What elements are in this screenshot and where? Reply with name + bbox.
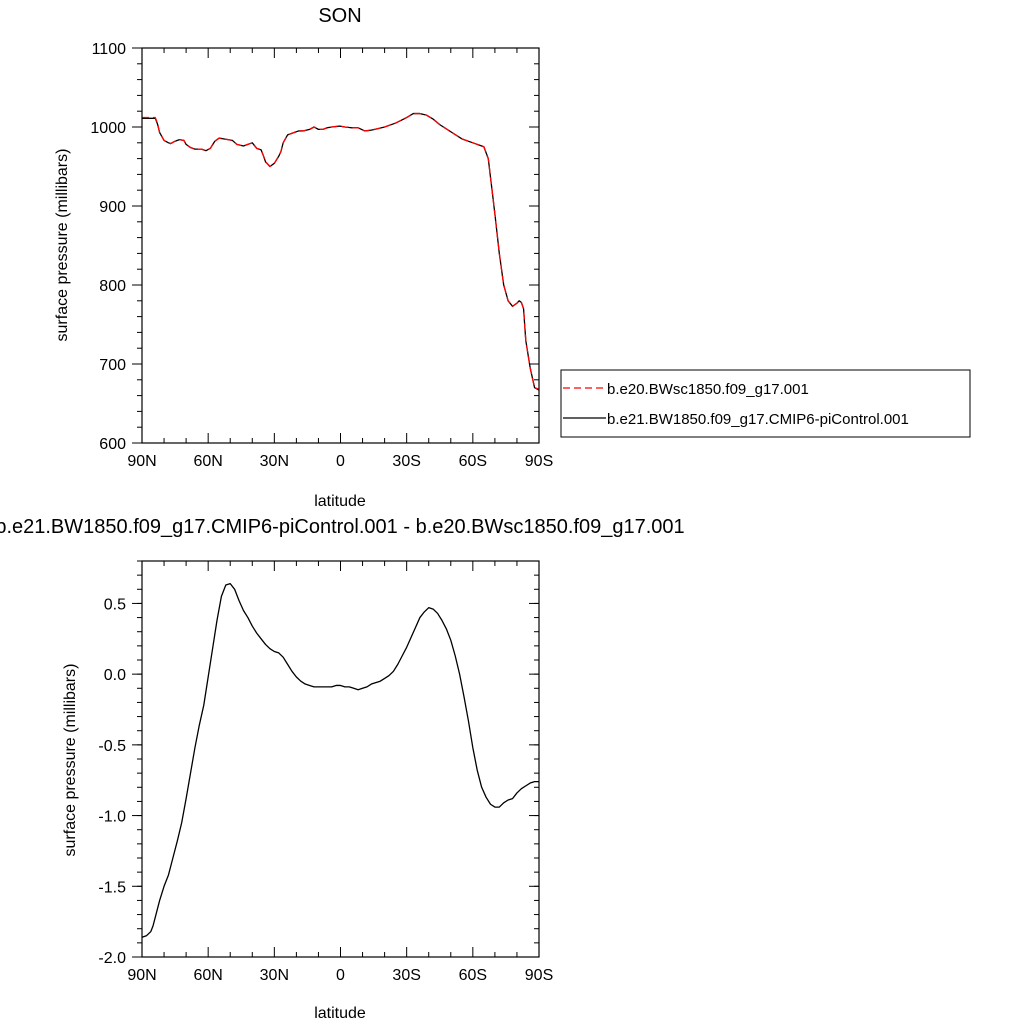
bottom-x-tick-label: 90S — [525, 967, 553, 984]
top-y-tick-label: 800 — [99, 278, 126, 295]
top-series-line-2 — [142, 112, 540, 391]
bottom-y-tick-label: -1.5 — [98, 879, 126, 896]
bottom-series-lines — [141, 582, 539, 938]
bottom-plot-frame — [141, 560, 540, 958]
top-x-axis-label: latitude — [314, 493, 366, 510]
top-x-tick-label: 90S — [525, 453, 553, 470]
top-y-tick-label: 700 — [99, 357, 126, 374]
bottom-y-tick-label: 0.5 — [104, 596, 126, 613]
top-y-tick-label: 1000 — [90, 120, 126, 137]
legend-box — [560, 369, 971, 438]
bottom-x-tick-label: 60N — [193, 967, 222, 984]
legend-label-series2: b.e21.BW1850.f09_g17.CMIP6-piControl.001 — [607, 411, 909, 428]
bottom-panel: b.e21.BW1850.f09_g17.CMIP6-piControl.001… — [0, 516, 685, 1022]
top-axis-ticks — [132, 47, 540, 444]
top-panel: SON latitude surface pressure (millibars… — [54, 5, 971, 510]
top-tick-labels: 90N 60N 30N 0 30S 60S 90S 600 700 800 900 1000 1100 — [90, 41, 553, 470]
bottom-x-tick-label: 90N — [127, 967, 156, 984]
bottom-y-tick-label: -0.5 — [98, 738, 126, 755]
bottom-x-tick-label: 0 — [336, 967, 345, 984]
top-y-tick-label: 1100 — [92, 41, 127, 58]
top-y-tick-label: 600 — [99, 436, 126, 453]
legend-label-series1: b.e20.BWsc1850.f09_g17.001 — [607, 381, 809, 398]
bottom-axis-ticks — [132, 560, 540, 958]
bottom-x-tick-label: 60S — [459, 967, 487, 984]
bottom-series-line-1 — [141, 582, 539, 938]
top-plot-frame — [141, 47, 540, 444]
top-x-tick-label: 30N — [260, 453, 289, 470]
top-chart-title: SON — [318, 5, 361, 27]
top-y-tick-label: 900 — [99, 199, 126, 216]
bottom-x-tick-label: 30S — [392, 967, 420, 984]
bottom-y-axis-label: surface pressure (millibars) — [62, 664, 79, 857]
bottom-tick-labels: 90N 60N 30N 0 30S 60S 90S -2.0 -1.5 -1.0 -0.5 0.0 0.… — [98, 596, 553, 984]
bottom-x-tick-label: 30N — [260, 967, 289, 984]
top-x-tick-label: 0 — [336, 453, 345, 470]
bottom-x-axis-label: latitude — [314, 1005, 366, 1022]
top-series-lines — [142, 112, 540, 391]
bottom-y-tick-label: -1.0 — [98, 809, 126, 826]
bottom-y-tick-label: -2.0 — [98, 950, 126, 967]
top-x-tick-label: 90N — [127, 453, 156, 470]
top-series-line-1 — [142, 112, 540, 390]
bottom-y-tick-label: 0.0 — [104, 667, 126, 684]
top-x-tick-label: 30S — [392, 453, 420, 470]
top-y-axis-label: surface pressure (millibars) — [54, 149, 71, 342]
legend: b.e20.BWsc1850.f09_g17.001 b.e21.BW1850.… — [560, 369, 971, 438]
top-x-tick-label: 60N — [193, 453, 222, 470]
bottom-chart-title: b.e21.BW1850.f09_g17.CMIP6-piControl.001… — [0, 516, 685, 538]
top-x-tick-label: 60S — [459, 453, 487, 470]
